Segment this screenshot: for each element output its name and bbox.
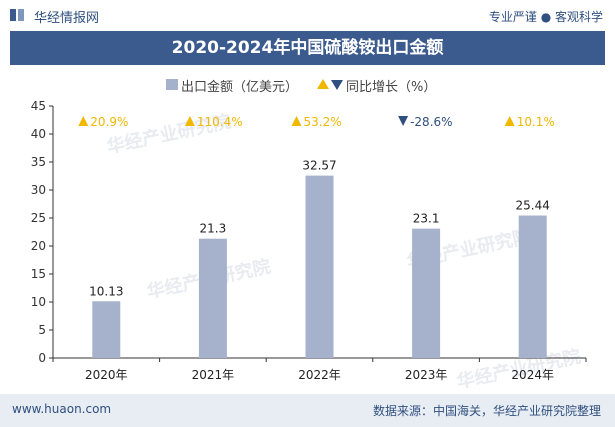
bar-value-label: 23.1 — [413, 212, 440, 226]
growth-label: 20.9% — [90, 115, 128, 129]
x-tick-label: 2020年 — [85, 368, 128, 382]
growth-down-triangle-icon — [398, 116, 409, 126]
growth-up-triangle-icon — [504, 116, 515, 126]
huajing-logo-icon — [10, 9, 24, 21]
bar — [518, 215, 547, 358]
legend-growth-label: 同比增长（%） — [346, 80, 437, 95]
x-tick-label: 2023年 — [405, 368, 448, 382]
bar-chart: 华经产业研究院华经产业研究院华经产业研究院华经产业研究院051015202530… — [31, 99, 587, 393]
y-tick-label: 25 — [31, 211, 46, 225]
x-tick-label: 2021年 — [192, 368, 235, 382]
growth-label: 10.1% — [517, 115, 555, 129]
growth-up-triangle-icon — [184, 116, 195, 126]
title-bar: 2020-2024年中国硫酸铵出口金额 — [10, 31, 605, 65]
footer-source: 数据来源：中国海关，华经产业研究院整理 — [372, 404, 601, 418]
growth-label: 53.2% — [304, 115, 342, 129]
bar-value-label: 32.57 — [302, 159, 336, 173]
y-tick-label: 35 — [31, 155, 46, 169]
bar-value-label: 21.3 — [200, 222, 227, 236]
y-tick-label: 20 — [31, 239, 46, 253]
x-tick-label: 2024年 — [511, 368, 554, 382]
x-tick-label: 2022年 — [298, 368, 341, 382]
y-tick-label: 45 — [31, 99, 46, 113]
chart-title: 2020-2024年中国硫酸铵出口金额 — [171, 38, 444, 58]
growth-label: 110.4% — [197, 115, 243, 129]
growth-up-triangle-icon — [291, 116, 302, 126]
footer-bar: www.huaon.com 数据来源：中国海关，华经产业研究院整理 — [0, 394, 615, 427]
legend-up-triangle-icon — [317, 79, 329, 89]
y-tick-label: 0 — [38, 351, 46, 365]
legend-down-triangle-icon — [331, 80, 343, 90]
brand-name: 华经情报网 — [34, 11, 100, 26]
chart-legend: 出口金额（亿美元） 同比增长（%） — [0, 74, 615, 95]
footer-url: www.huaon.com — [12, 402, 112, 416]
y-tick-label: 10 — [31, 295, 46, 309]
bar — [305, 175, 334, 358]
y-tick-label: 30 — [31, 183, 46, 197]
legend-bar-swatch — [166, 79, 178, 90]
y-tick-label: 5 — [38, 323, 46, 337]
bar — [198, 238, 227, 358]
bar — [412, 228, 441, 358]
legend-bar-label: 出口金额（亿美元） — [181, 80, 299, 95]
slogan: 专业严谨 ● 客观科学 — [488, 10, 603, 24]
top-bar: 华经情报网 专业严谨 ● 客观科学 — [0, 0, 615, 31]
y-tick-label: 40 — [31, 127, 46, 141]
bar-value-label: 25.44 — [516, 199, 550, 213]
bar-value-label: 10.13 — [89, 284, 123, 298]
y-tick-label: 15 — [31, 267, 46, 281]
growth-up-triangle-icon — [78, 116, 89, 126]
bar — [92, 301, 121, 358]
growth-label: -28.6% — [410, 115, 452, 129]
